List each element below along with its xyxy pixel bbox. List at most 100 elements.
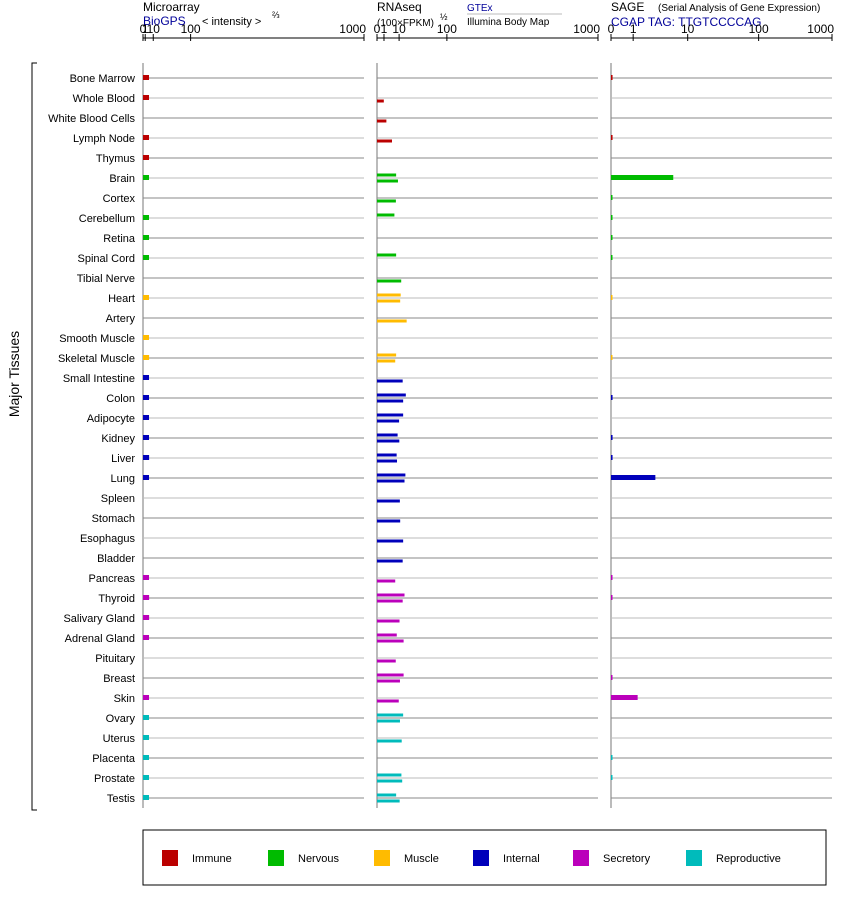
tissue-label: Ovary — [106, 713, 136, 725]
sage-tag-label: CGAP TAG: TTGTCCCCAG — [611, 15, 761, 29]
gtex-bar — [377, 413, 404, 417]
gtex-bar — [377, 453, 397, 457]
tissue-row: Pancreas — [89, 573, 832, 585]
tissue-label: Esophagus — [80, 533, 136, 545]
ibm-bar — [377, 319, 407, 323]
tissue-label: Whole Blood — [73, 93, 135, 105]
legend-label: Reproductive — [716, 853, 781, 865]
tissue-label: Tibial Nerve — [77, 273, 135, 285]
tissue-row: Cortex — [103, 193, 832, 205]
sage-tick-label: 0 — [608, 22, 615, 36]
gtex-bar — [377, 713, 404, 717]
tissue-label: Thyroid — [98, 593, 135, 605]
tissue-row: Breast — [103, 673, 832, 685]
tissue-row: Artery — [106, 313, 832, 325]
ibm-bar — [377, 299, 401, 303]
sage-bar — [611, 435, 613, 440]
microarray-bar — [143, 475, 150, 480]
gtex-bar — [377, 353, 397, 357]
sage-tick-label: 10 — [681, 22, 695, 36]
tissue-rows: Bone Marrow Whole Blood White Blood Cells L… — [48, 73, 832, 805]
ibm-bar — [377, 119, 387, 123]
microarray-tick-label: 1 — [142, 22, 149, 36]
tissue-label: Kidney — [101, 433, 135, 445]
tissue-row: Lymph Node — [73, 133, 832, 145]
rnaseq-tick-label: 10 — [392, 22, 406, 36]
ibm-bar — [377, 699, 399, 703]
tissue-row: Ovary — [106, 713, 832, 725]
sage-bar — [611, 255, 613, 260]
gtex-source-label: GTEx — [467, 3, 493, 14]
tissue-row: Kidney — [101, 433, 832, 445]
tissue-row: Spleen — [101, 493, 832, 505]
ibm-bar — [377, 459, 398, 463]
tissue-row: Lung — [111, 473, 832, 485]
sage-bar — [611, 75, 613, 80]
tissue-row: Stomach — [92, 513, 832, 525]
legend-swatch — [473, 850, 489, 866]
ibm-bar — [377, 379, 403, 383]
legend-item-secretory: Secretory — [573, 850, 651, 866]
legend-label: Secretory — [603, 853, 651, 865]
ibm-bar — [377, 539, 404, 543]
y-axis-bracket — [31, 62, 37, 811]
microarray-bar — [143, 75, 150, 80]
sage-bar — [611, 755, 613, 760]
tissue-row: Whole Blood — [73, 93, 832, 105]
rnaseq-scale-exponent: ½ — [440, 12, 448, 22]
rnaseq-tick-label: 0 — [374, 22, 381, 36]
tissue-row: Bone Marrow — [70, 73, 832, 85]
ibm-bar — [377, 579, 396, 583]
tissue-row: Colon — [106, 393, 832, 405]
sage-bar — [611, 175, 674, 180]
tissue-label: Lung — [111, 473, 135, 485]
ibm-bar — [377, 419, 400, 423]
tissue-row: Placenta — [92, 753, 832, 765]
gtex-bar — [377, 593, 405, 597]
tissue-row: Spinal Cord — [78, 253, 832, 265]
tissue-row: Tibial Nerve — [77, 273, 832, 285]
tissue-label: Spleen — [101, 493, 135, 505]
legend-swatch — [268, 850, 284, 866]
microarray-bar — [143, 695, 150, 700]
microarray-bar — [143, 615, 150, 620]
ibm-bar — [377, 519, 401, 523]
legend-swatch — [573, 850, 589, 866]
tissue-label: Colon — [106, 393, 135, 405]
gtex-bar — [377, 253, 397, 257]
microarray-bar — [143, 715, 150, 720]
microarray-scale-exponent: ⅔ — [272, 10, 280, 20]
tissue-label: Cerebellum — [79, 213, 135, 225]
tissue-label: Placenta — [92, 753, 136, 765]
tissue-label: Brain — [109, 173, 135, 185]
legend-swatch — [162, 850, 178, 866]
microarray-tick-label: 1000 — [339, 22, 366, 36]
tissue-label: Heart — [108, 293, 135, 305]
ibm-bar — [377, 599, 403, 603]
microarray-source: BioGPS — [143, 14, 186, 28]
tissue-row: Thymus — [96, 153, 832, 165]
tissue-row: Prostate — [94, 773, 832, 785]
tissue-label: Bladder — [97, 553, 135, 565]
gtex-bar — [377, 293, 401, 297]
microarray-bar — [143, 135, 150, 140]
rnaseq-tick-label: 1 — [381, 22, 388, 36]
legend-label: Internal — [503, 853, 540, 865]
legend-swatch — [374, 850, 390, 866]
microarray-title: Microarray — [143, 0, 200, 14]
legend-label: Immune — [192, 853, 232, 865]
y-axis-label: Major Tissues — [6, 331, 22, 417]
legend-item-internal: Internal — [473, 850, 540, 866]
microarray-bar — [143, 155, 150, 160]
microarray-tick-label: 100 — [181, 22, 201, 36]
sage-bar — [611, 135, 613, 140]
microarray-bar — [143, 395, 150, 400]
ibm-bar — [377, 279, 402, 283]
legend-item-nervous: Nervous — [268, 850, 339, 866]
microarray-bar — [143, 435, 150, 440]
ibm-bar — [377, 619, 400, 623]
tissue-label: Small Intestine — [63, 373, 135, 385]
panel-headers: Microarray BioGPS < intensity > ⅔ RNAseq… — [143, 0, 820, 29]
tissue-label: Adrenal Gland — [65, 633, 135, 645]
